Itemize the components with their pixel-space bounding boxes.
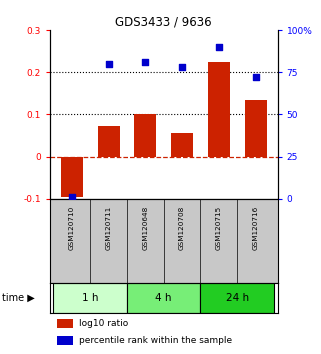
Bar	[53, 283, 127, 313]
Point	[143, 59, 148, 65]
Bar	[201, 283, 274, 313]
Bar	[171, 133, 193, 156]
Text: GSM120716: GSM120716	[253, 205, 259, 250]
Bar	[56, 319, 73, 328]
Bar	[245, 99, 267, 156]
Bar	[98, 126, 120, 156]
Text: GSM120708: GSM120708	[179, 205, 185, 250]
Bar	[134, 114, 156, 156]
Text: percentile rank within the sample: percentile rank within the sample	[79, 336, 232, 345]
Point	[106, 61, 111, 67]
Text: 4 h: 4 h	[155, 293, 172, 303]
Text: GSM120648: GSM120648	[142, 205, 148, 250]
Text: GSM120715: GSM120715	[216, 205, 222, 250]
Text: GSM120710: GSM120710	[69, 205, 75, 250]
Point	[253, 74, 258, 80]
Bar	[56, 336, 73, 345]
Point	[179, 64, 185, 70]
Point	[216, 44, 221, 50]
Text: 1 h: 1 h	[82, 293, 99, 303]
Bar	[61, 156, 83, 196]
Text: 24 h: 24 h	[226, 293, 249, 303]
Bar	[127, 283, 201, 313]
Text: log10 ratio: log10 ratio	[79, 319, 129, 328]
Point	[69, 194, 74, 200]
Bar	[208, 62, 230, 156]
Text: GSM120711: GSM120711	[106, 205, 112, 250]
Text: time ▶: time ▶	[2, 293, 34, 303]
Title: GDS3433 / 9636: GDS3433 / 9636	[115, 16, 212, 29]
